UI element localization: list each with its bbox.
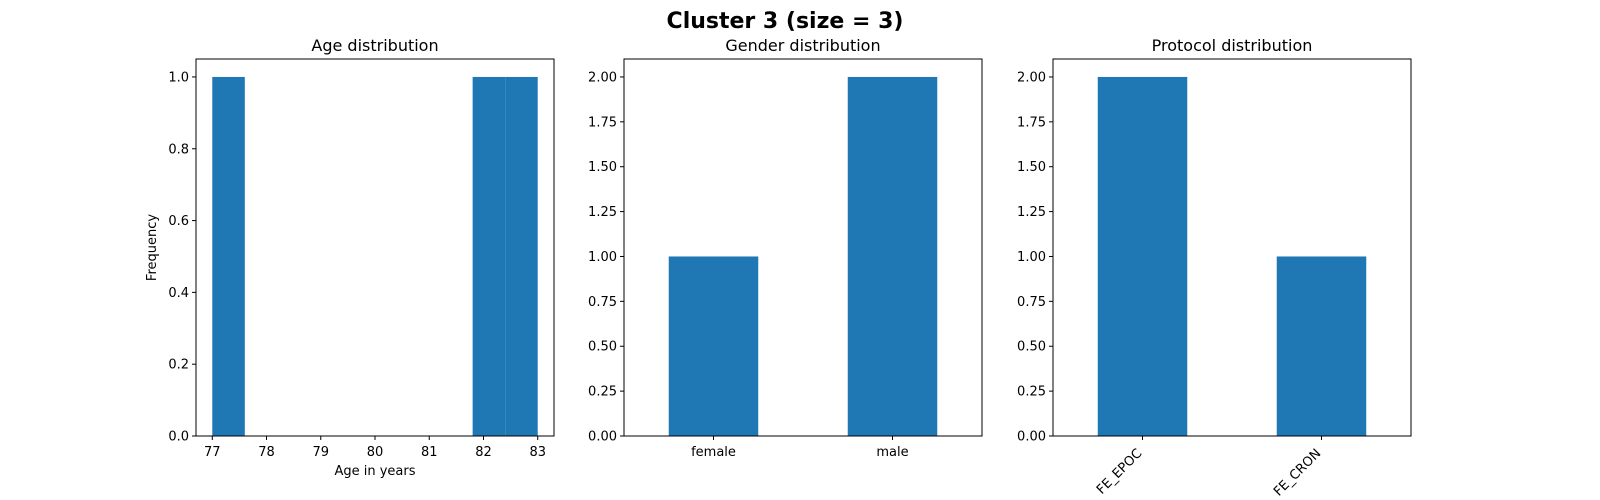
y-tick-label: 0.00 <box>588 430 617 445</box>
y-tick-label: 2.00 <box>1017 70 1046 85</box>
y-tick-label: 0.75 <box>588 295 617 310</box>
histogram-bar <box>212 76 245 436</box>
y-tick-label: 0.0 <box>168 430 189 445</box>
protocol-bar-chart: Protocol distribution FE_EPOC FE_CRON 0.00 0… <box>1017 36 1412 499</box>
x-tick-label: male <box>876 445 908 460</box>
figure-title: Cluster 3 (size = 3) <box>667 9 904 34</box>
x-tick-label: 82 <box>475 445 492 460</box>
bar-female <box>668 256 759 436</box>
x-tick-label: 83 <box>529 445 546 460</box>
x-tick-label: 80 <box>367 445 384 460</box>
y-tick-label: 0.50 <box>1017 340 1046 355</box>
y-tick-label: 1.25 <box>1017 205 1046 220</box>
y-tick-label: 0.2 <box>168 358 189 373</box>
x-axis-label: Age in years <box>334 464 415 479</box>
y-tick-label: 0.25 <box>1017 385 1046 400</box>
y-tick-label: 1.50 <box>588 160 617 175</box>
y-tick-label: 1.75 <box>588 115 617 130</box>
x-tick-label: 77 <box>204 445 221 460</box>
x-tick-label: 78 <box>258 445 275 460</box>
y-tick-label: 0.75 <box>1017 295 1046 310</box>
y-tick-label: 0.4 <box>168 286 189 301</box>
bar-male <box>847 76 938 436</box>
y-tick-label: 0.6 <box>168 214 189 229</box>
panel-title: Age distribution <box>311 36 438 55</box>
y-tick-label: 1.50 <box>1017 160 1046 175</box>
plot-frame <box>1052 58 1412 437</box>
y-tick-label: 1.00 <box>588 250 617 265</box>
y-tick-label: 1.0 <box>168 70 189 85</box>
bar-fe-epoc <box>1097 76 1188 436</box>
histogram-bar <box>472 76 506 436</box>
plot-frame <box>195 58 555 437</box>
plot-frame <box>623 58 983 437</box>
y-tick-label: 0.8 <box>168 142 189 157</box>
x-tick-label: FE_EPOC <box>1094 446 1145 497</box>
panel-title: Protocol distribution <box>1152 36 1313 55</box>
y-tick-label: 2.00 <box>588 70 617 85</box>
x-tick-label: 79 <box>312 445 329 460</box>
x-tick-label: FE_CRON <box>1271 446 1324 499</box>
y-tick-label: 1.25 <box>588 205 617 220</box>
age-histogram: Age distribution 77 78 79 80 81 82 83 0.0 0.2 0.4 0… <box>145 36 555 479</box>
x-tick-label: 81 <box>421 445 438 460</box>
y-tick-label: 0.50 <box>588 340 617 355</box>
y-tick-label: 0.00 <box>1017 430 1046 445</box>
y-tick-label: 1.00 <box>1017 250 1046 265</box>
panel-title: Gender distribution <box>725 36 880 55</box>
bar-fe-cron <box>1276 256 1367 436</box>
x-tick-label: female <box>691 445 736 460</box>
y-tick-label: 1.75 <box>1017 115 1046 130</box>
y-tick-label: 0.25 <box>588 385 617 400</box>
histogram-bar <box>505 76 538 436</box>
y-axis-label: Frequency <box>145 214 160 281</box>
gender-bar-chart: Gender distribution female male 0.00 0.25 0.5… <box>588 36 983 460</box>
